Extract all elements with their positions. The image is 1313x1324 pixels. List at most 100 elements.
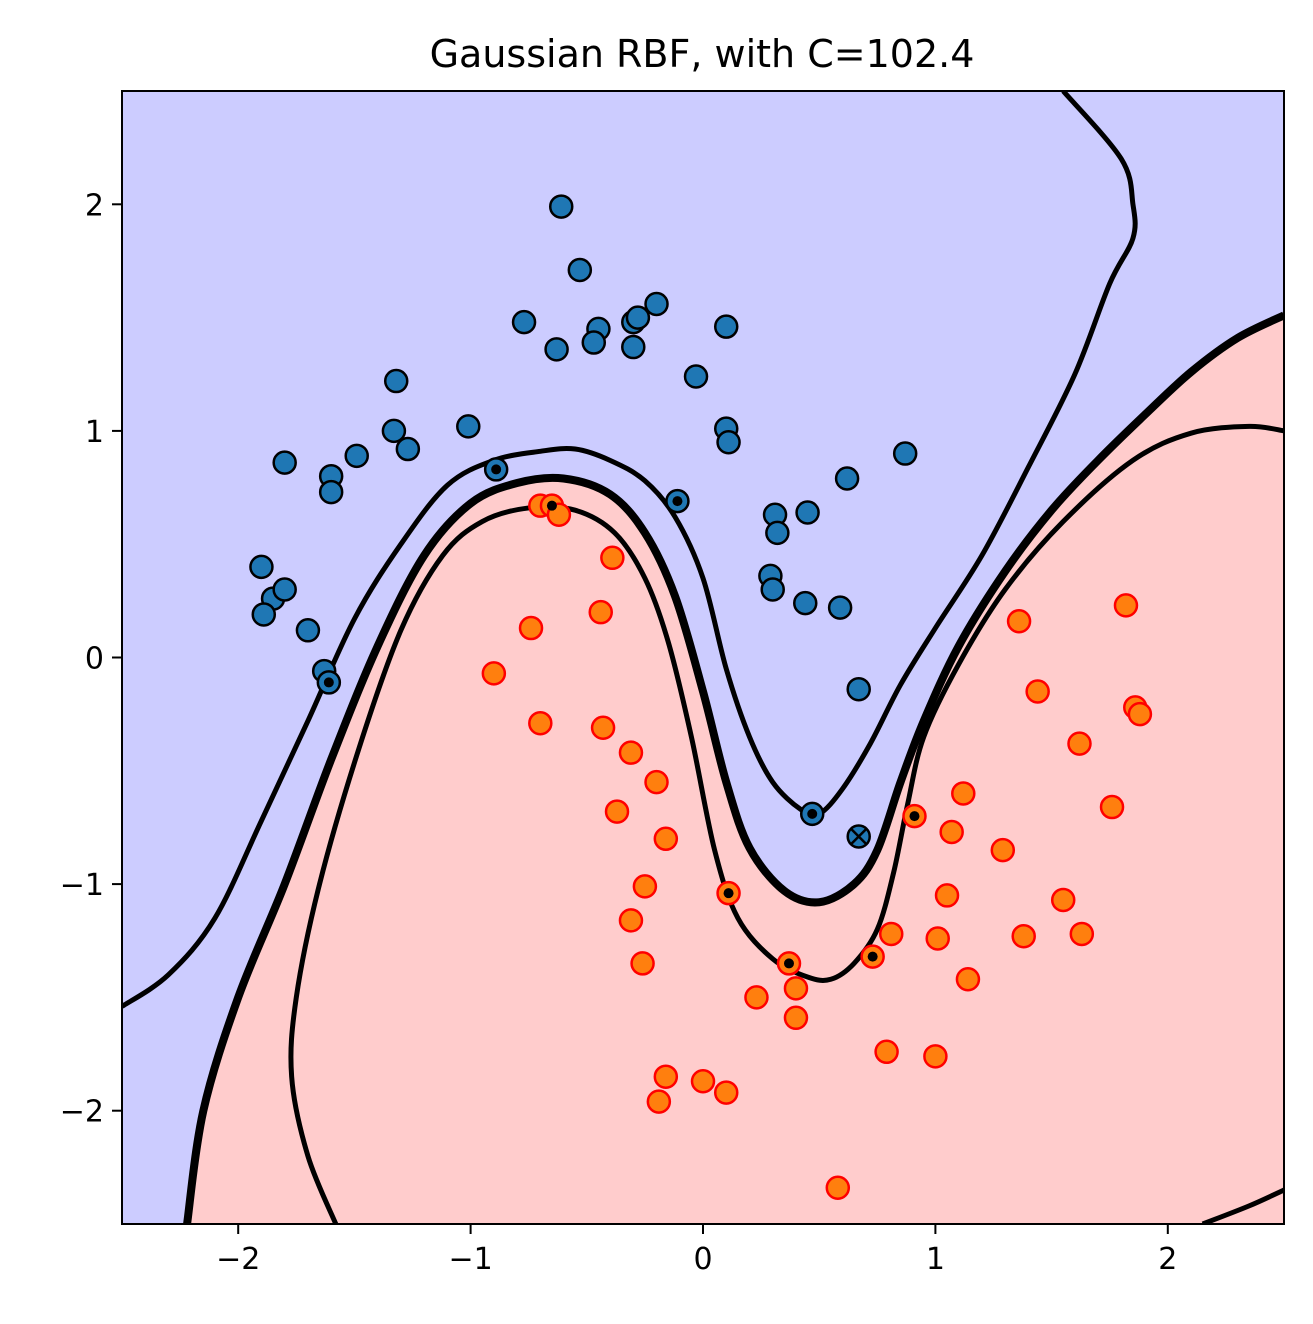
class-0-point — [644, 291, 669, 317]
class-0-point — [567, 257, 593, 283]
plot-area — [122, 91, 1284, 1224]
class-0-point — [795, 500, 820, 525]
x-tick-label: −2 — [216, 1242, 260, 1277]
class-1-point — [630, 951, 655, 976]
class-1-point — [878, 921, 904, 947]
class-1-point — [528, 710, 553, 736]
axis-layer: −2 −1 0 1 2 −2 −1 0 1 2 — [60, 188, 1178, 1277]
y-tick-label: −2 — [60, 1095, 104, 1130]
class-0-point — [511, 309, 537, 335]
class-1-point — [874, 1039, 899, 1065]
class-1-point — [1050, 887, 1076, 913]
class-1-point — [632, 874, 658, 899]
class-1-point — [590, 715, 616, 740]
class-1-point — [604, 799, 630, 824]
class-1-point — [939, 819, 964, 845]
class-1-point — [653, 826, 679, 852]
support-vector-marker — [491, 464, 502, 475]
class-0-point — [548, 194, 574, 219]
x-tick-label: 0 — [693, 1242, 712, 1277]
support-vector-marker — [909, 811, 920, 822]
misclassified-marker — [849, 827, 868, 846]
support-vector-marker — [672, 496, 683, 507]
class-0-point — [834, 466, 860, 491]
class-0-point — [295, 618, 321, 643]
class-1-point — [644, 769, 669, 795]
class-1-point — [925, 926, 950, 951]
class-0-point — [318, 479, 344, 505]
class-0-point — [381, 418, 407, 444]
class-0-point — [456, 414, 481, 439]
class-1-point — [618, 908, 644, 933]
class-0-point — [846, 676, 871, 702]
class-0-point — [544, 337, 569, 362]
class-1-point — [1067, 731, 1092, 756]
class-1-point — [600, 545, 625, 571]
class-0-point — [272, 450, 297, 475]
class-0-point — [344, 443, 369, 469]
y-tick-label: 1 — [85, 415, 104, 450]
class-1-point — [990, 837, 1016, 863]
class-1-point — [783, 976, 809, 1001]
class-1-point — [951, 781, 976, 806]
class-1-point — [481, 661, 507, 686]
class-1-point — [1113, 593, 1139, 618]
class-0-point — [383, 368, 409, 394]
x-tick-label: −1 — [448, 1242, 492, 1277]
support-vector-marker — [546, 500, 557, 511]
class-0-point — [251, 602, 277, 627]
class-0-point — [581, 330, 607, 355]
support-vector-marker — [783, 958, 794, 969]
class-0-point — [683, 364, 709, 389]
class-0-point — [713, 314, 739, 339]
class-1-point — [934, 883, 960, 908]
decision-boundary-line — [183, 311, 1284, 1224]
class-0-point — [249, 554, 274, 580]
x-tick-label: 1 — [926, 1242, 945, 1277]
class-1-point — [1127, 701, 1153, 727]
class-1-point — [1069, 921, 1095, 947]
class-0-point — [716, 429, 741, 455]
support-vector-marker — [723, 888, 734, 899]
class-0-point — [827, 595, 853, 620]
class-1-point — [1099, 794, 1125, 820]
class-0-point — [395, 436, 421, 462]
y-tick-label: −1 — [60, 868, 104, 903]
class-1-point — [955, 967, 981, 992]
y-tick-label: 2 — [85, 188, 104, 223]
support-vector-marker — [807, 808, 818, 819]
class-1-point — [690, 1068, 716, 1094]
class-1-region — [187, 315, 1284, 1224]
points-layer — [249, 194, 1153, 1200]
class-1-point — [713, 1080, 739, 1105]
class-0-point — [892, 441, 918, 466]
class-1-point — [646, 1089, 672, 1114]
y-tick-label: 0 — [85, 642, 104, 677]
class-1-point — [1006, 608, 1032, 634]
support-vector-marker — [867, 951, 878, 962]
class-1-point — [783, 1005, 809, 1031]
class-0-point — [760, 577, 785, 602]
class-1-point — [618, 740, 644, 765]
x-tick-label: 2 — [1158, 1242, 1177, 1277]
class-0-point — [765, 520, 790, 546]
support-vector-marker — [323, 677, 334, 688]
class-1-point — [518, 615, 544, 641]
class-0-point — [793, 590, 818, 616]
class-0-point — [625, 305, 651, 330]
class-1-point — [825, 1175, 851, 1200]
class-1-point — [588, 599, 613, 625]
class-1-point — [923, 1044, 948, 1069]
margin-line — [122, 91, 1138, 1009]
margin-line — [1201, 1187, 1284, 1224]
class-0-point — [621, 334, 646, 360]
class-1-point — [1025, 679, 1050, 704]
class-1-point — [653, 1064, 679, 1089]
class-1-point — [744, 985, 769, 1010]
misclassified-cross-line — [849, 827, 868, 846]
margin-line — [288, 423, 1284, 1224]
class-0-point — [272, 577, 297, 602]
chart-title: Gaussian RBF, with C=102.4 — [430, 32, 975, 76]
class-1-point — [1011, 923, 1036, 949]
